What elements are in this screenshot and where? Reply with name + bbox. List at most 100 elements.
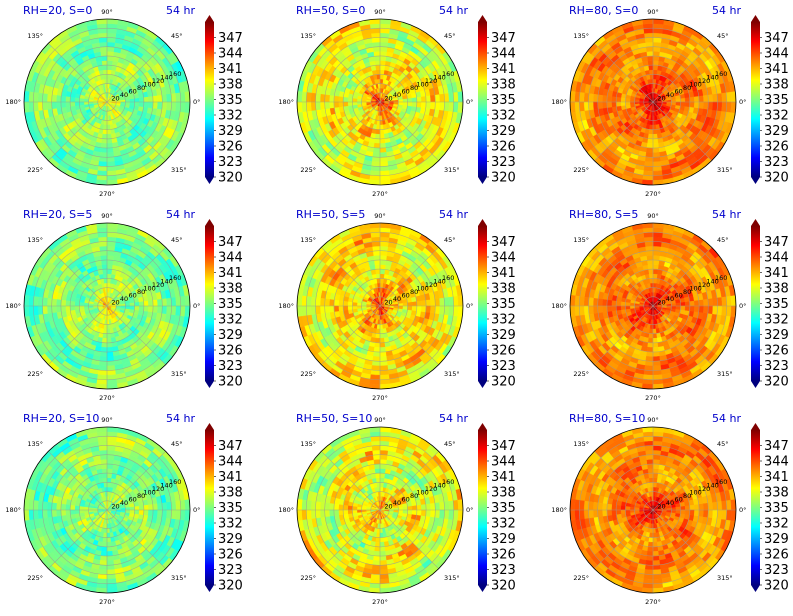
field-cell	[107, 361, 115, 366]
field-cell	[703, 102, 708, 109]
field-cell	[61, 300, 66, 306]
field-cell	[621, 302, 626, 306]
field-cell	[373, 352, 380, 357]
field-cell	[362, 304, 367, 306]
field-cell	[47, 94, 52, 102]
field-cell	[370, 375, 380, 380]
field-cell	[375, 269, 380, 274]
colorbar-tick-label: 332	[491, 313, 516, 328]
polar-grid	[24, 19, 190, 185]
field-cell	[421, 96, 426, 102]
field-cell	[33, 306, 38, 316]
field-cell	[99, 37, 107, 42]
field-cell	[651, 116, 653, 121]
field-cell	[407, 102, 412, 106]
radial-tick-label: 20	[384, 95, 392, 103]
field-cell	[56, 306, 61, 313]
field-cell	[653, 283, 656, 288]
field-cell	[139, 102, 144, 107]
field-cell	[325, 306, 330, 313]
field-cell	[653, 152, 660, 157]
field-cell	[653, 74, 657, 79]
angle-tick-label: 315°	[717, 166, 733, 174]
field-cell	[380, 47, 387, 52]
angle-tick-label: 45°	[171, 32, 183, 40]
colorbar-extend-max	[205, 219, 214, 226]
colorbar-tick-label: 341	[218, 62, 243, 77]
field-cell	[380, 139, 385, 144]
field-cell	[144, 97, 149, 102]
field-cell	[47, 306, 52, 314]
colorbar-tick-label: 344	[491, 251, 516, 266]
field-cell	[107, 356, 114, 361]
field-cell	[157, 299, 162, 306]
field-cell	[166, 306, 171, 314]
field-cell	[134, 102, 139, 106]
field-cell	[101, 260, 107, 265]
field-cell	[380, 347, 386, 352]
panel-time: 54 hr	[712, 4, 741, 17]
field-cell	[103, 125, 107, 130]
field-cell	[153, 306, 158, 313]
colorbar-tick-label: 341	[491, 62, 516, 77]
field-cell	[107, 148, 114, 153]
field-cell	[99, 241, 107, 246]
colorbar-tick-label: 329	[764, 124, 789, 139]
angle-tick-label: 0°	[193, 302, 200, 310]
field-cell	[653, 61, 658, 66]
field-cell	[607, 102, 612, 108]
colorbar-tick-label: 347	[218, 31, 243, 46]
field-cell	[417, 301, 422, 306]
field-cell	[375, 338, 380, 343]
field-cell	[343, 102, 348, 107]
field-cell	[153, 299, 158, 306]
field-cell	[162, 306, 167, 314]
field-cell	[166, 298, 171, 306]
field-cell	[380, 56, 386, 61]
field-cell	[107, 265, 112, 270]
field-cell	[107, 157, 115, 162]
angle-tick-label: 315°	[171, 370, 187, 378]
field-cell	[107, 365, 115, 370]
field-cell	[653, 84, 655, 89]
field-cell	[107, 343, 112, 348]
field-cell	[33, 102, 38, 112]
colorbar-tick-label: 326	[491, 140, 516, 155]
colorbar-tick-label: 341	[218, 266, 243, 281]
field-cell	[426, 299, 431, 306]
colorbar-tick-label: 323	[491, 155, 516, 170]
field-cell	[602, 102, 607, 109]
colorbar-extend-min	[205, 177, 214, 184]
colorbar-tick-label: 338	[764, 78, 789, 93]
field-cell	[99, 246, 107, 251]
field-cell	[680, 306, 685, 310]
field-cell	[616, 102, 621, 107]
field-cell	[375, 134, 380, 139]
field-cell	[373, 251, 380, 256]
field-cell	[412, 102, 417, 107]
field-cell	[162, 102, 167, 110]
field-cell	[649, 125, 653, 130]
field-cell	[104, 120, 107, 125]
field-cell	[339, 306, 344, 311]
field-cell	[722, 92, 727, 102]
angle-tick-label: 90°	[101, 212, 113, 220]
angle-tick-label: 135°	[573, 32, 589, 40]
colorbar-tick-label: 347	[491, 31, 516, 46]
field-cell	[646, 51, 653, 56]
field-cell	[426, 306, 431, 313]
colorbar-tick-label: 341	[491, 266, 516, 281]
angle-tick-label: 45°	[444, 32, 456, 40]
field-cell	[107, 134, 112, 139]
field-cell	[99, 157, 107, 162]
field-cell	[380, 255, 387, 260]
angle-tick-label: 315°	[171, 166, 187, 174]
field-cell	[306, 296, 311, 306]
field-cell	[653, 278, 657, 283]
field-cell	[352, 98, 357, 102]
field-cell	[699, 102, 704, 109]
field-cell	[101, 143, 107, 148]
